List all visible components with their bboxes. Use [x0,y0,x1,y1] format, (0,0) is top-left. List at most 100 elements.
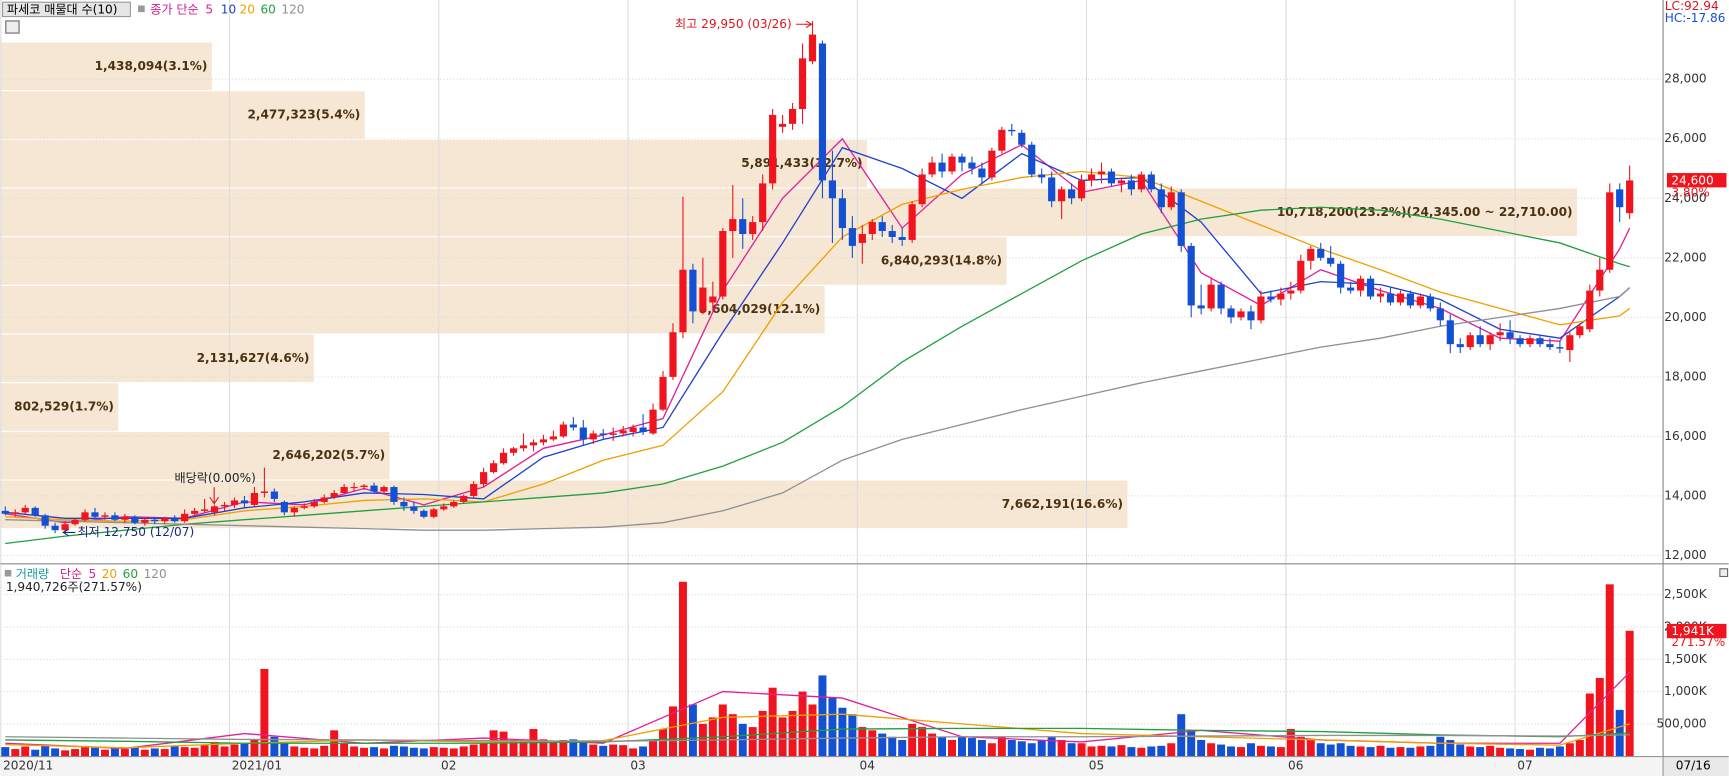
volume-bar [1605,584,1614,757]
candle-body [669,332,677,377]
candle-body [1167,192,1175,208]
candle-body [1008,129,1016,132]
volume-bar [569,739,578,757]
volume-bar [379,748,388,757]
profile-bar [0,431,390,480]
volume-bar [1526,749,1534,757]
volume-bar [429,747,438,757]
candle-body [709,296,717,303]
volume-bar [848,714,857,757]
grid-layer [0,0,1663,757]
candle-body [141,519,149,523]
volume-bar [1027,743,1036,757]
profile-bar [0,334,314,383]
candle-body [769,114,777,184]
volume-bar [270,736,279,757]
candle-body [938,162,946,172]
candle-body [828,180,837,199]
candle-body [250,492,259,505]
volume-bar [1506,748,1515,757]
candle-body [1287,290,1295,294]
candle-body [390,487,398,502]
volume-bar [559,740,568,757]
candle-body [450,501,458,507]
y-tick-label: 28,000 [1664,72,1706,86]
x-tick-label: 2021/01 [232,759,282,773]
volume-bar [120,749,129,757]
candle-body [1307,248,1315,261]
candle-body [958,156,966,163]
candle-body [559,424,567,437]
candle-body [1097,171,1106,175]
volume-bar [908,723,917,757]
profile-label: 7,662,191(16.6%) [1002,497,1123,511]
volume-bar [898,740,907,757]
candle-body [230,500,239,505]
candle-body [1237,311,1245,318]
pane-close[interactable] [1719,568,1729,578]
grid-icon[interactable] [5,20,20,34]
volume-ma-line [5,727,1630,744]
volume-bar [1456,744,1465,757]
volume-tick-label: 2,500K [1664,587,1708,601]
candle-body [1476,335,1484,345]
candle-body [1357,278,1365,291]
volume-bar [1306,740,1315,757]
candle-body [280,501,288,513]
profile-layer [0,42,1577,529]
volume-bar [1217,744,1226,757]
candle-body [589,433,597,440]
profile-bar [0,91,365,139]
ma-label: 종가 단순 [150,2,198,16]
candle-body [888,231,896,237]
candle-body [978,168,986,178]
candle-body [1187,245,1195,306]
volume-bar [1356,746,1365,757]
candle-body [699,287,707,312]
title-box[interactable] [1,1,131,18]
volume-bar [350,746,359,757]
y-tick-label: 14,000 [1664,488,1706,502]
volume-bar [659,729,668,757]
ma-line [5,206,1630,545]
candle-body [659,376,667,410]
volume-bar [300,747,309,757]
candle-body [1536,338,1544,345]
volume-bar [1625,630,1634,757]
volume-bar [678,581,687,757]
volume-bar [399,746,408,757]
candle-body [1,510,9,514]
volume-bar [1266,746,1275,757]
volume-bar [1157,745,1166,757]
volume-bar [11,749,20,757]
candle-body [1616,189,1624,208]
candle-body [619,430,627,434]
volume-bar [1067,743,1076,757]
volume-bar [1585,693,1594,757]
legend-entry: 120 [281,2,304,16]
candle-body [1317,248,1325,258]
profile-label: 802,529(1.7%) [14,400,114,414]
volume-tick-label: 1,000K [1664,684,1708,698]
candle-body [729,219,737,232]
volume-bar [878,733,887,757]
volume-bar [1057,740,1066,757]
volume-bar [499,731,508,757]
candle-body [609,433,617,435]
profile-bar [0,383,119,431]
volume-bar [81,747,90,757]
volume-bar [41,745,50,757]
volume-bar [61,750,70,757]
candle-body [689,269,697,312]
volume-bar [1077,743,1086,757]
candle-body [1366,278,1375,297]
candle-body [290,507,298,513]
candle-body [1596,269,1604,291]
volume-bar [1436,736,1445,757]
volume-bar [718,704,727,757]
candle-body [749,222,757,235]
volume-bar [1416,746,1425,757]
candle-body [71,519,79,525]
volume-bar [370,747,379,757]
volume-bar [918,727,927,757]
